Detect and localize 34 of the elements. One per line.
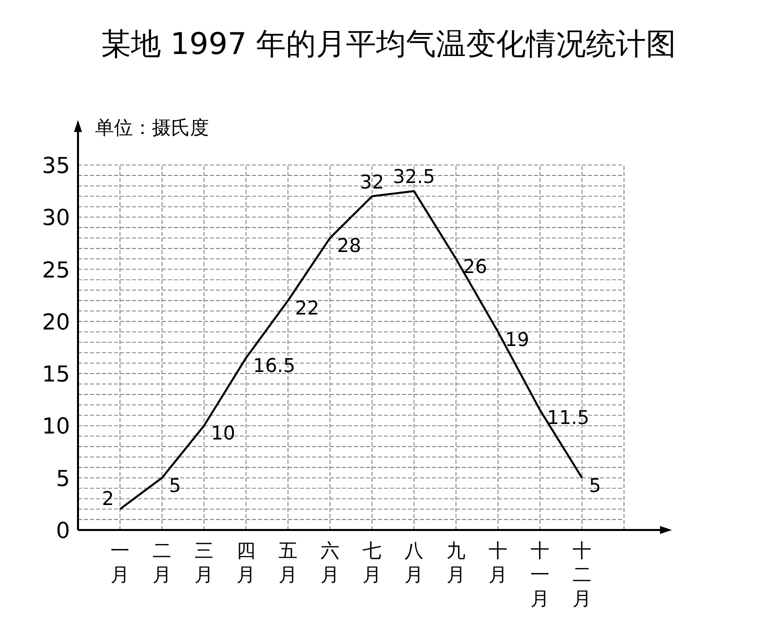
x-tick-label: 四月 (236, 540, 256, 586)
data-label: 10 (211, 422, 236, 445)
data-label: 5 (169, 474, 182, 497)
y-tick-label: 0 (56, 519, 70, 544)
y-tick-label: 20 (42, 310, 70, 336)
data-label: 2 (102, 488, 114, 510)
x-tick-label: 一月 (110, 540, 130, 586)
data-label: 32.5 (392, 166, 436, 188)
data-label: 26 (463, 256, 488, 278)
y-tick-label: 30 (42, 206, 70, 232)
y-tick-label: 35 (42, 154, 70, 179)
data-label: 11.5 (547, 407, 590, 430)
data-label: 32 (360, 171, 384, 194)
x-tick-label: 七月 (362, 540, 382, 586)
x-tick-label: 五月 (278, 540, 298, 586)
data-label: 22 (295, 298, 320, 320)
data-label: 19 (505, 328, 530, 351)
data-label: 5 (589, 474, 602, 497)
chart-title: 某地 1997 年的月平均气温变化情况统计图 (100, 27, 676, 62)
x-tick-label: 十一月 (530, 540, 550, 610)
x-tick-label: 十二月 (572, 540, 592, 610)
y-axis-title: 单位：摄氏度 (95, 117, 209, 139)
y-tick-label: 5 (56, 466, 70, 492)
x-tick-label: 九月 (446, 540, 466, 586)
y-tick-label: 15 (42, 362, 70, 388)
x-tick-label: 二月 (152, 540, 172, 586)
y-tick-label: 10 (42, 414, 70, 440)
x-tick-label: 十月 (488, 540, 508, 586)
x-tick-label: 三月 (194, 540, 214, 586)
data-label: 16.5 (253, 354, 296, 377)
y-tick-label: 25 (42, 258, 70, 284)
data-label: 28 (337, 235, 362, 257)
x-tick-label: 六月 (320, 540, 340, 586)
x-tick-label: 八月 (404, 540, 424, 586)
